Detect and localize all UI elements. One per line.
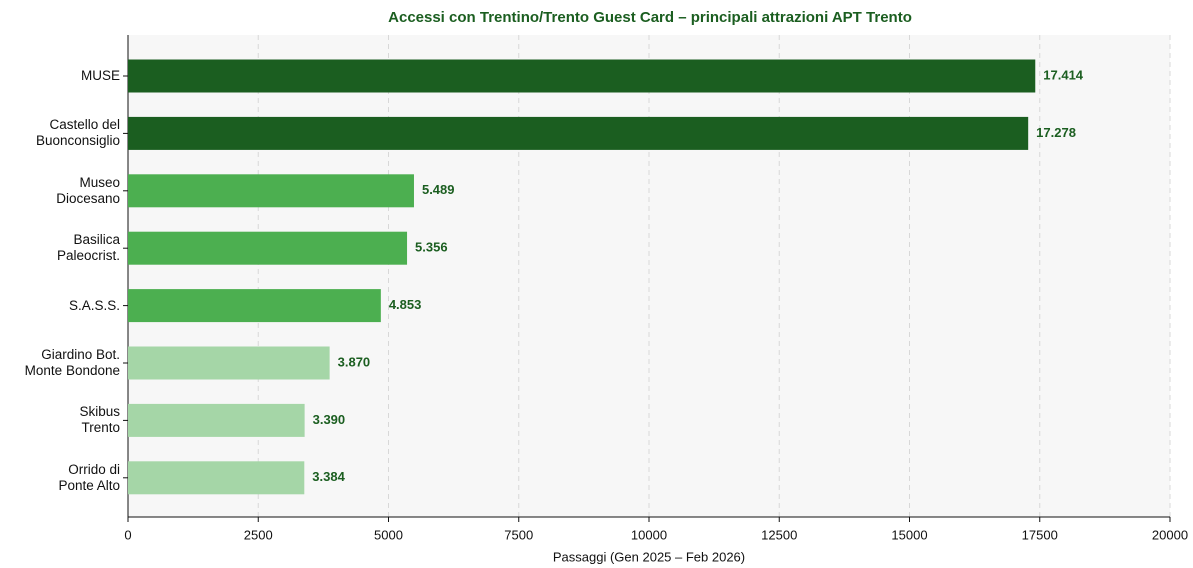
bar bbox=[128, 289, 381, 323]
y-tick-label: Museo Diocesano bbox=[56, 174, 120, 206]
x-tick-label: 20000 bbox=[1152, 527, 1188, 542]
value-label: 3.384 bbox=[312, 469, 345, 484]
x-tick-label: 10000 bbox=[631, 527, 667, 542]
value-label: 5.356 bbox=[415, 240, 448, 255]
value-label: 17.278 bbox=[1036, 125, 1076, 140]
y-tick-label: Skibus Trento bbox=[79, 404, 120, 436]
bar bbox=[128, 231, 408, 265]
bar bbox=[128, 116, 1029, 150]
x-tick-label: 0 bbox=[124, 527, 131, 542]
value-label: 3.870 bbox=[338, 354, 371, 369]
y-tick-label: MUSE bbox=[80, 68, 120, 83]
value-label: 17.414 bbox=[1043, 67, 1084, 82]
x-tick-label: 5000 bbox=[374, 527, 403, 542]
chart-title: Accessi con Trentino/Trento Guest Card –… bbox=[388, 9, 912, 26]
value-label: 4.853 bbox=[389, 297, 422, 312]
value-label: 3.390 bbox=[313, 412, 346, 427]
y-tick-label: Castello del Buonconsiglio bbox=[35, 117, 120, 149]
x-axis-label: Passaggi (Gen 2025 – Feb 2026) bbox=[553, 549, 745, 564]
x-tick-label: 12500 bbox=[761, 527, 797, 542]
bar bbox=[128, 346, 330, 380]
bar bbox=[128, 461, 305, 495]
x-tick-label: 17500 bbox=[1022, 527, 1058, 542]
bar bbox=[128, 59, 1036, 93]
y-tick-label: Basilica Paleocrist. bbox=[56, 232, 120, 264]
y-tick-label: Orrido di Ponte Alto bbox=[58, 461, 120, 493]
bar bbox=[128, 174, 414, 208]
x-tick-label: 7500 bbox=[504, 527, 533, 542]
y-tick-label: Giardino Bot. Monte Bondone bbox=[24, 347, 120, 378]
bar bbox=[128, 403, 305, 437]
y-tick-label: S.A.S.S. bbox=[68, 297, 120, 313]
x-tick-label: 15000 bbox=[891, 527, 927, 542]
value-label: 5.489 bbox=[422, 182, 455, 197]
x-tick-label: 2500 bbox=[244, 527, 273, 542]
